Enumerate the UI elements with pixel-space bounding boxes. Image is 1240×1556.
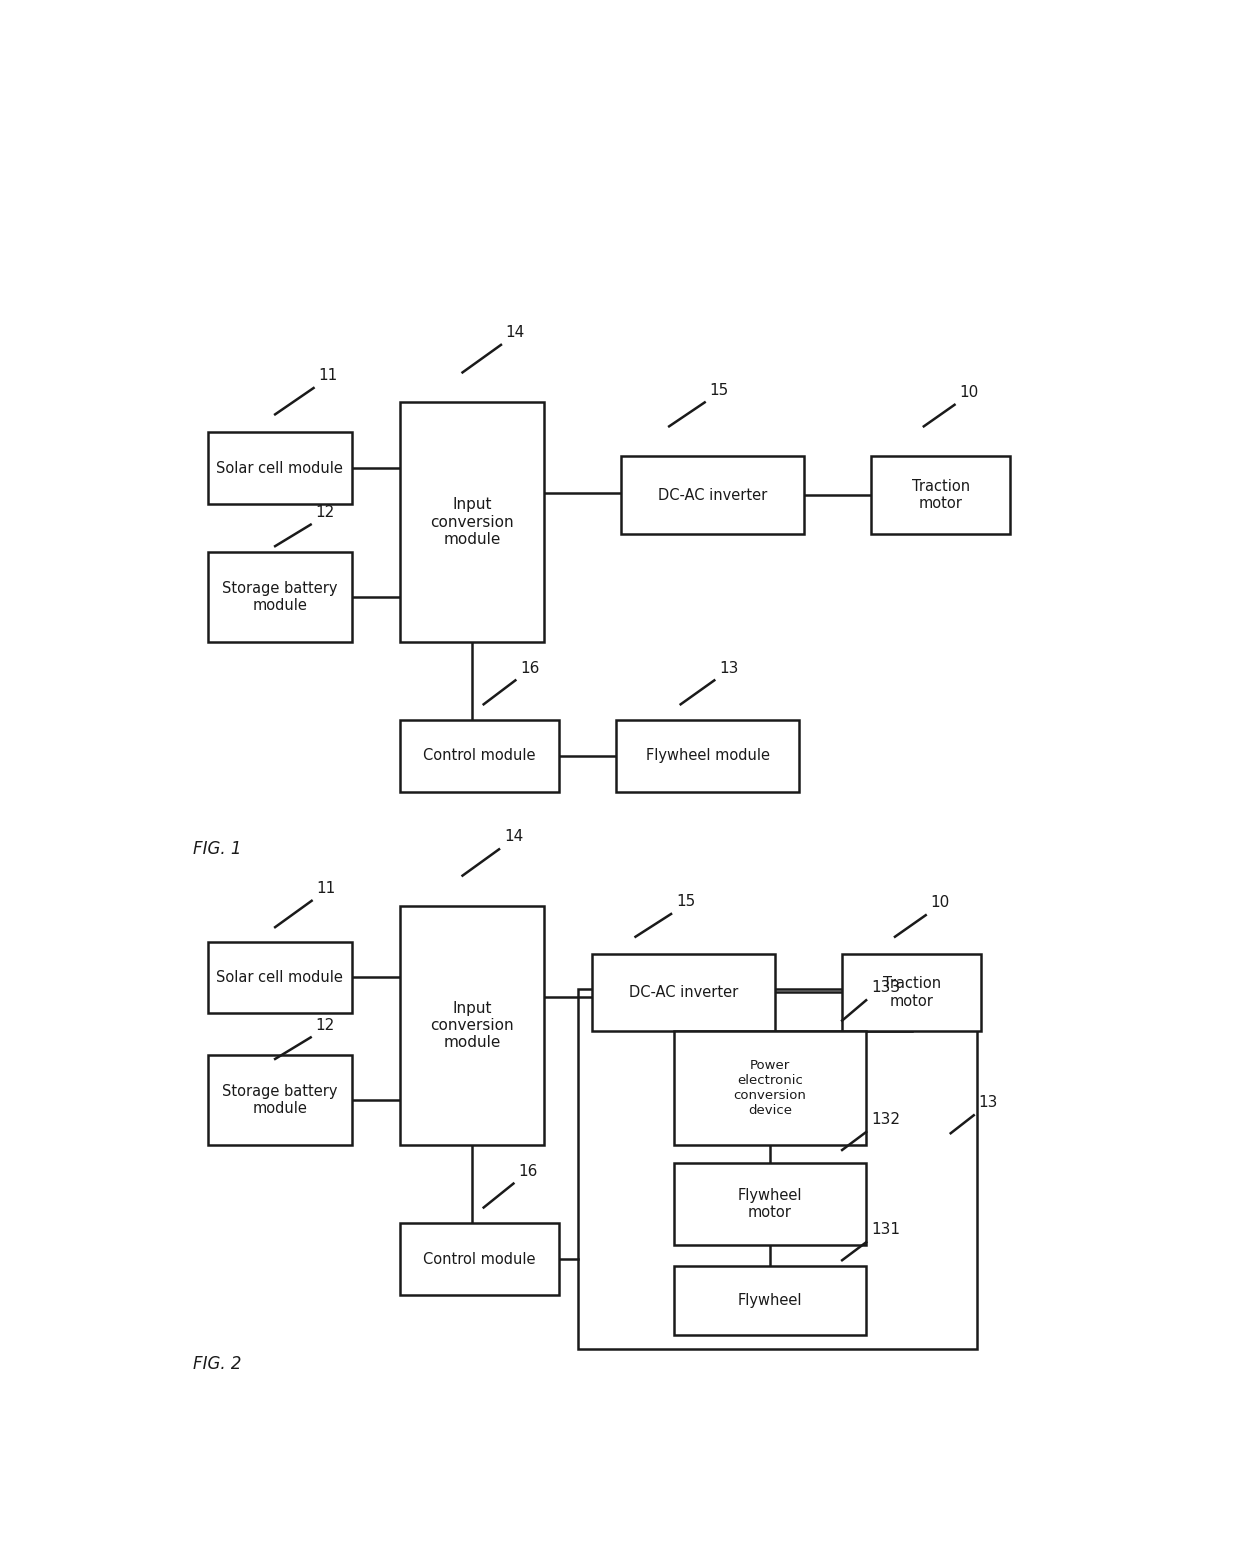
FancyBboxPatch shape (401, 720, 559, 792)
Text: 15: 15 (709, 383, 729, 398)
FancyBboxPatch shape (593, 954, 775, 1032)
Text: DC-AC inverter: DC-AC inverter (657, 487, 768, 503)
FancyBboxPatch shape (675, 1267, 866, 1335)
FancyBboxPatch shape (675, 1164, 866, 1245)
Text: 10: 10 (960, 384, 978, 400)
Text: Solar cell module: Solar cell module (217, 461, 343, 476)
Text: Control module: Control module (423, 1251, 536, 1267)
FancyBboxPatch shape (870, 456, 1011, 534)
FancyBboxPatch shape (401, 906, 544, 1145)
Text: Control module: Control module (423, 748, 536, 764)
Text: 131: 131 (870, 1223, 900, 1237)
FancyBboxPatch shape (208, 941, 352, 1013)
FancyBboxPatch shape (208, 1055, 352, 1145)
FancyBboxPatch shape (401, 403, 544, 643)
Text: Flywheel
motor: Flywheel motor (738, 1187, 802, 1220)
Text: 132: 132 (870, 1113, 900, 1127)
Text: 11: 11 (319, 369, 337, 383)
Text: FIG. 2: FIG. 2 (193, 1355, 242, 1372)
FancyBboxPatch shape (578, 990, 977, 1349)
Text: 12: 12 (315, 1018, 335, 1033)
Text: Flywheel: Flywheel (738, 1293, 802, 1309)
FancyBboxPatch shape (621, 456, 804, 534)
Text: 16: 16 (518, 1164, 538, 1179)
FancyBboxPatch shape (208, 433, 352, 504)
Text: Traction
motor: Traction motor (911, 479, 970, 512)
Text: 11: 11 (316, 881, 336, 896)
FancyBboxPatch shape (208, 552, 352, 643)
Text: Storage battery
module: Storage battery module (222, 1085, 337, 1117)
FancyBboxPatch shape (401, 1223, 559, 1295)
Text: 14: 14 (506, 325, 525, 341)
Text: Input
conversion
module: Input conversion module (430, 1001, 513, 1050)
FancyBboxPatch shape (675, 1032, 866, 1145)
FancyBboxPatch shape (616, 720, 799, 792)
Text: DC-AC inverter: DC-AC inverter (629, 985, 738, 1001)
FancyBboxPatch shape (842, 954, 982, 1032)
Text: Flywheel module: Flywheel module (646, 748, 770, 764)
Text: Storage battery
module: Storage battery module (222, 580, 337, 613)
Text: Traction
motor: Traction motor (883, 976, 941, 1008)
Text: FIG. 1: FIG. 1 (193, 840, 242, 857)
Text: Power
electronic
conversion
device: Power electronic conversion device (734, 1060, 806, 1117)
Text: 13: 13 (978, 1095, 998, 1111)
Text: 15: 15 (676, 895, 696, 909)
Text: 14: 14 (503, 829, 523, 845)
Text: 12: 12 (315, 504, 335, 520)
Text: 13: 13 (719, 661, 739, 675)
Text: 10: 10 (930, 895, 950, 910)
Text: Input
conversion
module: Input conversion module (430, 498, 513, 548)
Text: 133: 133 (870, 980, 900, 996)
Text: 16: 16 (521, 661, 539, 675)
Text: Solar cell module: Solar cell module (217, 969, 343, 985)
